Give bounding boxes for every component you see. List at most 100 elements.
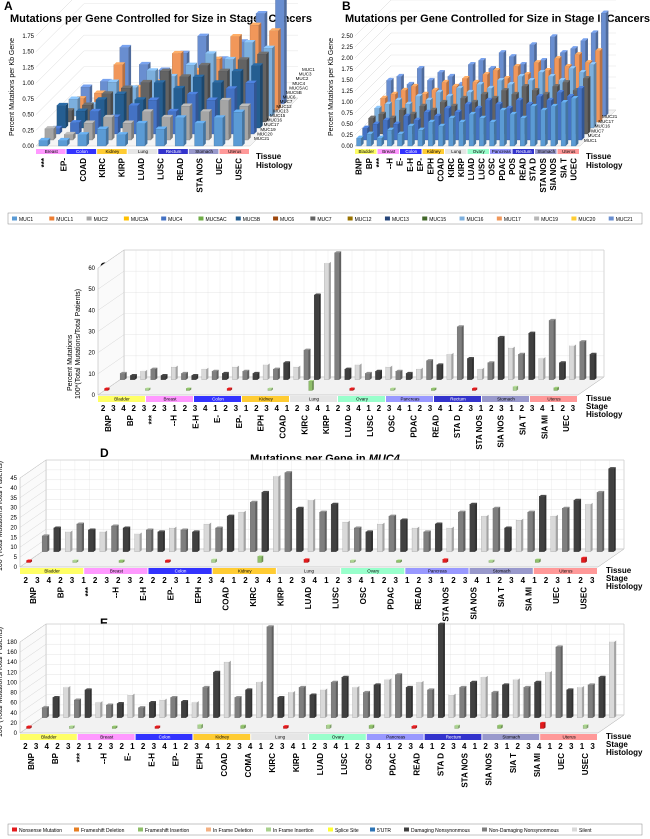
bar-A-MUC1-UEC-top xyxy=(214,115,226,118)
bar-E-30-front xyxy=(363,692,369,718)
legend-swatch-MUC6 xyxy=(273,216,279,221)
bar-C-23-top xyxy=(354,363,362,365)
xlabel-B: Tissue xyxy=(586,152,612,161)
bar-E-25-front xyxy=(309,694,315,718)
bar-E-10-top xyxy=(149,701,156,703)
bar-C-26 xyxy=(385,365,393,380)
bar-D-43 xyxy=(539,494,547,552)
bar-E-8-side xyxy=(132,693,135,718)
bar-D-41-front xyxy=(515,519,522,552)
bar-E-39-side xyxy=(464,685,467,718)
bar-D-29-top xyxy=(377,522,385,525)
axis-label-Tissue: Tissue xyxy=(586,394,612,403)
bar-A-MUC1-LUSC-side xyxy=(164,126,167,146)
bar-D-9-top xyxy=(146,528,154,530)
axis-label-Histology: Histology xyxy=(586,410,623,419)
bar-D-23 xyxy=(307,498,316,552)
histology-BNP: BNP xyxy=(29,586,38,604)
bar-C-7 xyxy=(191,373,199,380)
tissue-band-Bladder xyxy=(20,734,77,740)
bar-E-40 xyxy=(470,680,478,718)
bar-C-46 xyxy=(589,352,597,380)
bar-B-MUC7-BP-top xyxy=(378,111,386,115)
minor-bar-C-32-side xyxy=(434,387,437,391)
bar-B-MUC16-PDAC-top xyxy=(517,74,525,77)
minor-bar-E-28-top xyxy=(326,724,332,726)
stage-label: 3 xyxy=(301,576,306,585)
ylabel-A: Percent Mutations per Kb Gene xyxy=(9,38,16,136)
minor-bar-D-28-top xyxy=(350,559,356,561)
stage-label: 3 xyxy=(387,404,392,413)
stage-label: 1 xyxy=(548,742,553,751)
tissue-band-Lung xyxy=(276,568,341,574)
bar-D-6 xyxy=(111,524,119,552)
bar-A-MUC5B-KIRC-side xyxy=(124,91,127,128)
minor-bar-D-44-top xyxy=(535,558,541,560)
bar-E-52 xyxy=(598,675,606,718)
bar-C-19-side xyxy=(318,293,321,380)
bar-D-15-front xyxy=(215,527,221,552)
bar-D-35-top xyxy=(446,526,454,528)
tissue-label-Rectum: Rectum xyxy=(446,735,462,740)
legend-label-MUC3A: MUC3A xyxy=(131,217,149,223)
stage-label: 1 xyxy=(387,742,392,751)
ylabel2-E: 100*(Total Mutations/Total Patients) xyxy=(0,627,4,737)
tissue-band-Kidney xyxy=(97,149,127,154)
bar-B-MUC1-READ-front xyxy=(520,118,525,147)
minor-bar-E-20 xyxy=(240,724,246,729)
stage-label: 3 xyxy=(162,404,167,413)
bar-D-5-top xyxy=(99,530,108,532)
bar-D-14 xyxy=(203,522,212,552)
histology-STA D: STA D xyxy=(437,753,446,776)
bar-D-41-top xyxy=(516,518,524,521)
minor-bar-D-24 xyxy=(303,558,310,563)
bar-C-18-side xyxy=(308,348,311,380)
mutation-legend-frame xyxy=(7,823,643,836)
legend-label-MUC5AC: MUC5AC xyxy=(205,217,227,223)
bar-A-MUC5B-READ-top xyxy=(193,74,205,78)
stage-label: 2 xyxy=(55,742,60,751)
ytick-B: 0.25 xyxy=(341,133,353,139)
grid-side xyxy=(97,271,125,290)
tissue-band-Breast xyxy=(146,396,193,402)
bar-E-19 xyxy=(245,688,253,718)
stage-label: 2 xyxy=(119,742,124,751)
bar-E-10 xyxy=(148,701,156,718)
depth-label-MUC15: MUC15 xyxy=(270,113,286,118)
bar-D-39-side xyxy=(498,506,501,552)
bar-B-MUC17-OSC-top xyxy=(513,64,521,67)
minor-bar-D-0-top xyxy=(26,559,33,561)
bar-C-33 xyxy=(456,325,464,380)
bar-D-41-side xyxy=(521,518,524,552)
category-UCEC: UCEC xyxy=(569,158,578,181)
bar-B-MUC1-BNP-side xyxy=(361,135,364,146)
bar-D-10-top xyxy=(157,530,165,532)
stage-label: 1 xyxy=(448,404,453,413)
bar-C-31-top xyxy=(436,363,444,365)
bar-B-MUC1-EPH-side xyxy=(432,119,436,146)
bar-D-41 xyxy=(515,518,524,552)
bar-D-49-side xyxy=(613,467,616,552)
bar-C-27-side xyxy=(400,369,403,380)
bar-E-10-front xyxy=(148,702,155,718)
bar-E-48 xyxy=(555,645,563,718)
ytick-D: 10 xyxy=(10,545,17,551)
bar-E-0 xyxy=(41,706,49,718)
stage-label: 3 xyxy=(451,742,456,751)
bar-E-24-side xyxy=(303,685,306,718)
bar-B-MUC17-BNP-top xyxy=(380,95,388,99)
stage-label: 1 xyxy=(324,576,329,585)
bar-A-MUC7-KIRP-top xyxy=(140,79,152,83)
bar-C-5-top xyxy=(171,365,178,367)
axis-label-Stage: Stage xyxy=(606,740,628,749)
bar-C-28-top xyxy=(406,371,413,374)
bar-C-26-front xyxy=(385,366,391,380)
minor-bar-C-4-top xyxy=(145,387,151,389)
category-STA NOS: STA NOS xyxy=(196,157,205,192)
bar-C-6-top xyxy=(181,371,188,374)
bar-C-26-top xyxy=(385,365,393,367)
minor-bar-D-20-front xyxy=(257,556,262,563)
bar-B-MUC1-E-H-top xyxy=(407,123,415,127)
ytick-A: 1.75 xyxy=(22,34,34,40)
bar-E-33-side xyxy=(400,673,403,718)
